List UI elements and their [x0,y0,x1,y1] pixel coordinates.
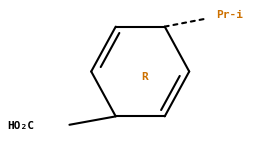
Text: R: R [141,72,148,82]
Text: HO₂C: HO₂C [7,121,34,131]
Text: Pr-i: Pr-i [216,10,243,20]
